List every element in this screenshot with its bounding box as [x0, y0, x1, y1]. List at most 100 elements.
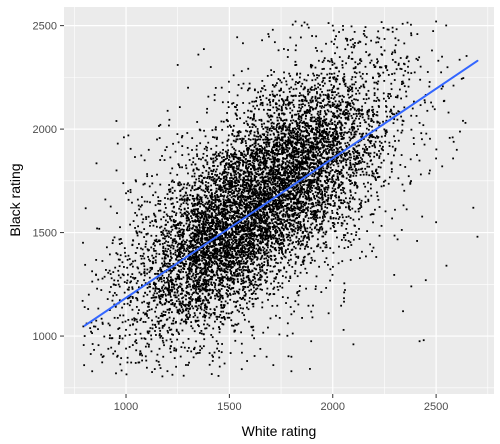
data-point [191, 260, 194, 263]
data-point [340, 135, 343, 138]
data-point [217, 342, 219, 345]
data-point [285, 80, 288, 83]
data-point [225, 199, 228, 202]
data-point [391, 112, 393, 115]
data-point [329, 67, 332, 70]
data-point [188, 361, 190, 364]
data-point [148, 330, 151, 333]
data-point [308, 132, 311, 135]
data-point [251, 293, 254, 295]
data-point [195, 226, 198, 229]
data-point [217, 222, 220, 225]
data-point [345, 228, 348, 230]
data-point [376, 96, 379, 99]
data-point [192, 198, 195, 200]
data-point [216, 214, 219, 216]
data-point [240, 238, 243, 241]
data-point [192, 195, 194, 197]
data-point [354, 183, 357, 186]
data-point [200, 254, 202, 257]
data-point [272, 165, 275, 167]
data-point [167, 275, 170, 278]
data-point [155, 252, 158, 255]
data-point [297, 155, 300, 158]
data-point [247, 146, 249, 149]
data-point [251, 143, 254, 146]
data-point [295, 194, 298, 197]
data-point [383, 128, 386, 131]
data-point [297, 222, 300, 225]
data-point [287, 235, 289, 238]
data-point [160, 233, 163, 236]
data-point [308, 91, 311, 94]
data-point [227, 188, 229, 190]
data-point [168, 260, 171, 262]
data-point [243, 265, 245, 268]
data-point [258, 221, 261, 224]
data-point [230, 154, 233, 156]
data-point [394, 37, 397, 40]
data-point [338, 159, 341, 162]
data-point [358, 62, 361, 65]
data-point [299, 227, 302, 230]
data-point [241, 237, 243, 240]
data-point [359, 109, 361, 112]
data-point [336, 46, 339, 49]
data-point [200, 347, 203, 350]
data-point [284, 184, 286, 187]
data-point [154, 249, 157, 252]
data-point [357, 144, 360, 147]
data-point [322, 162, 324, 165]
data-point [247, 240, 250, 243]
data-point [178, 181, 181, 184]
data-point [178, 308, 181, 311]
data-point [316, 141, 318, 144]
data-point [193, 276, 196, 279]
data-point [265, 232, 267, 234]
data-point [201, 255, 204, 258]
data-point [235, 167, 238, 170]
data-point [235, 201, 238, 203]
data-point [356, 125, 359, 128]
data-point [302, 157, 305, 160]
data-point [134, 212, 137, 214]
data-point [314, 187, 317, 190]
data-point [314, 226, 317, 229]
data-point [232, 157, 235, 160]
data-point [283, 113, 286, 115]
data-point [222, 204, 225, 207]
data-point [262, 176, 265, 179]
data-point [151, 175, 153, 177]
data-point [198, 225, 201, 227]
data-point [105, 246, 108, 249]
data-point [377, 175, 380, 178]
data-point [253, 256, 256, 259]
data-point [410, 23, 412, 26]
data-point [115, 169, 118, 172]
data-point [238, 260, 241, 263]
data-point [280, 231, 282, 234]
data-point [148, 301, 151, 304]
data-point [249, 138, 252, 141]
data-point [328, 80, 331, 83]
data-point [269, 225, 271, 228]
data-point [115, 372, 117, 375]
data-point [229, 172, 232, 175]
data-point [145, 233, 148, 235]
data-point [405, 57, 408, 59]
data-point [332, 145, 335, 147]
data-point [212, 223, 214, 226]
data-point [195, 275, 198, 278]
data-point [294, 127, 296, 130]
data-point [264, 197, 267, 200]
data-point [396, 238, 399, 241]
data-point [299, 221, 302, 223]
data-point [285, 143, 287, 146]
data-point [314, 214, 316, 217]
data-point [213, 243, 216, 245]
data-point [231, 311, 234, 313]
data-point [261, 176, 264, 178]
data-point [195, 352, 198, 355]
data-point [213, 210, 216, 213]
data-point [331, 158, 334, 161]
